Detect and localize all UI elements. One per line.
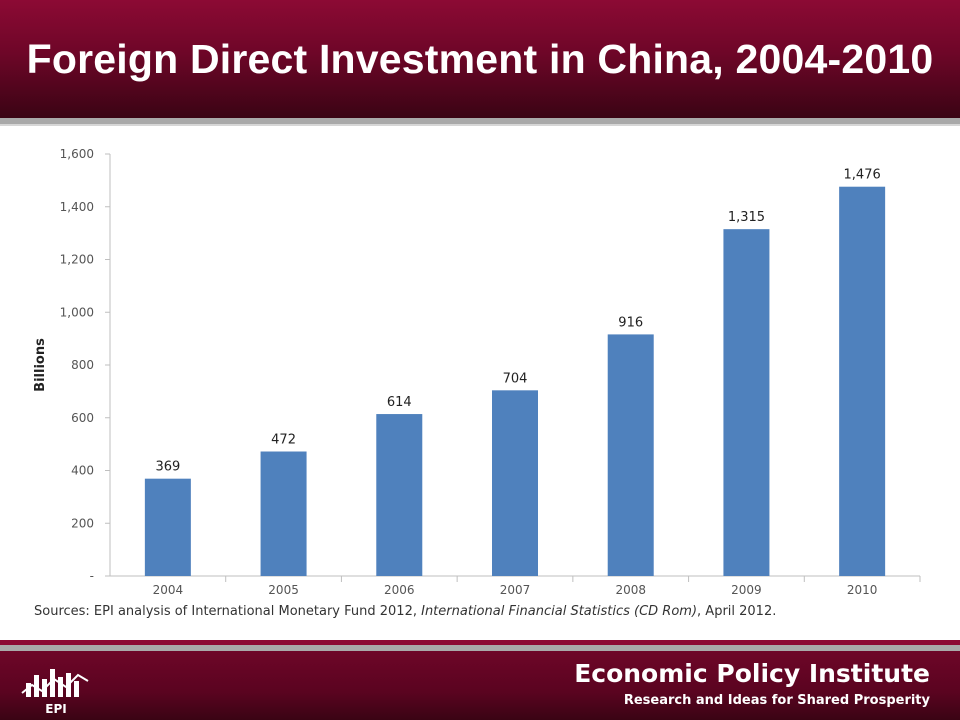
bar-value-label: 916 bbox=[618, 315, 643, 330]
chart-panel: - 200 400 600 800 1,000 1,200 1,400 1,600 Billion… bbox=[22, 134, 934, 630]
y-axis-label: Billions bbox=[33, 338, 48, 392]
bar bbox=[723, 229, 770, 576]
bar bbox=[144, 478, 191, 576]
bar bbox=[839, 186, 886, 576]
bar bbox=[607, 334, 654, 576]
x-tick-label: 2005 bbox=[268, 583, 299, 597]
y-tick-label: 1,000 bbox=[60, 305, 94, 319]
footer-banner: EPI Economic Policy Institute Research a… bbox=[0, 651, 960, 720]
x-tick-label: 2004 bbox=[153, 583, 184, 597]
x-tick-label: 2007 bbox=[500, 583, 531, 597]
y-tick-label: 200 bbox=[71, 516, 94, 530]
source-title: International Financial Statistics (CD R… bbox=[421, 604, 698, 619]
bar-value-label: 472 bbox=[271, 433, 296, 448]
bar bbox=[260, 451, 307, 576]
y-tick-label: 1,600 bbox=[60, 147, 94, 161]
source-suffix: , April 2012. bbox=[697, 604, 777, 619]
y-tick-label: 1,200 bbox=[60, 253, 94, 267]
x-tick-label: 2006 bbox=[384, 583, 415, 597]
header-divider bbox=[0, 118, 960, 124]
footer-divider-red bbox=[0, 640, 960, 645]
y-tick-label: 800 bbox=[71, 358, 94, 372]
slide-title: Foreign Direct Investment in China, 2004… bbox=[26, 36, 934, 82]
footer-divider-gray bbox=[0, 645, 960, 651]
logo-text: EPI bbox=[45, 702, 66, 716]
bar-value-label: 704 bbox=[503, 371, 528, 386]
y-tick-label: 1,400 bbox=[60, 200, 94, 214]
bar-value-label: 614 bbox=[387, 395, 412, 410]
x-tick-label: 2010 bbox=[847, 583, 878, 597]
org-tagline: Research and Ideas for Shared Prosperity bbox=[623, 693, 930, 708]
x-tick-label: 2009 bbox=[731, 583, 762, 597]
bar-value-label: 369 bbox=[155, 460, 180, 475]
bar-value-label: 1,315 bbox=[728, 210, 765, 225]
epi-logo-icon: EPI bbox=[21, 669, 89, 716]
bar-value-label: 1,476 bbox=[844, 168, 881, 183]
y-tick-label: 600 bbox=[71, 411, 94, 425]
org-name: Economic Policy Institute bbox=[574, 659, 930, 688]
bar-chart: - 200 400 600 800 1,000 1,200 1,400 1,600 Billion… bbox=[33, 147, 921, 597]
source-note: Sources: EPI analysis of International M… bbox=[34, 604, 776, 619]
x-tick-label: 2008 bbox=[615, 583, 646, 597]
y-tick-label: 400 bbox=[71, 464, 94, 478]
bar bbox=[492, 390, 538, 576]
title-banner: Foreign Direct Investment in China, 2004… bbox=[0, 0, 960, 118]
y-tick-label: - bbox=[90, 569, 94, 583]
source-prefix: Sources: EPI analysis of International M… bbox=[34, 604, 422, 619]
bar bbox=[376, 414, 423, 576]
header-divider-light bbox=[0, 124, 960, 126]
